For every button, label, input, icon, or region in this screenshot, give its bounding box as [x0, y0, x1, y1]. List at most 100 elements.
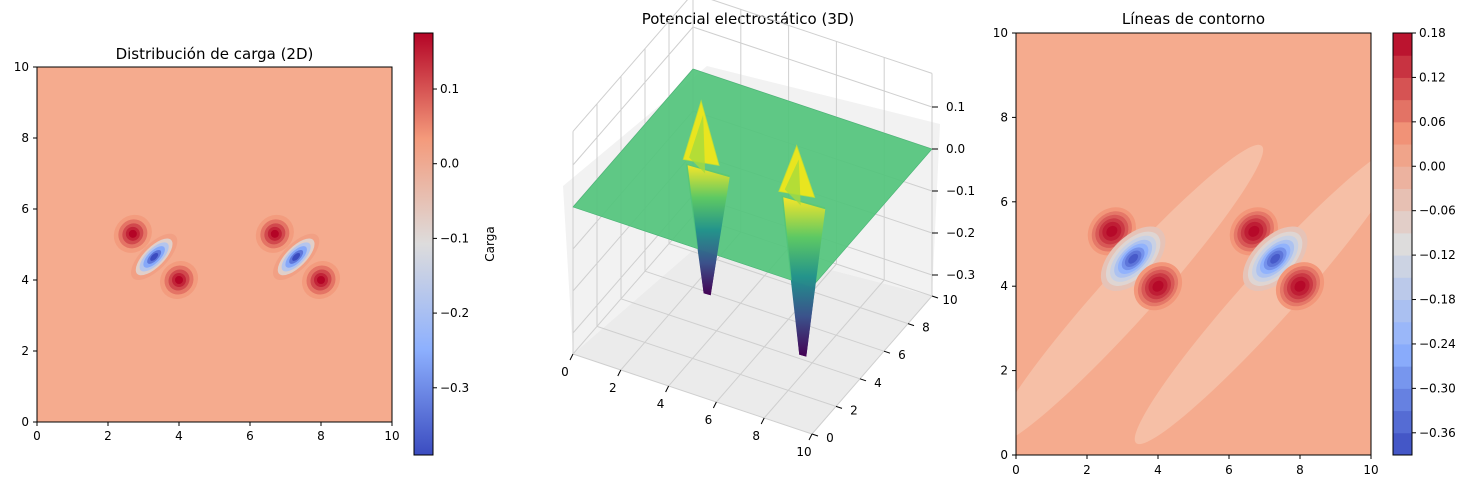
heatmap-peak: [255, 214, 294, 253]
contour-y-tick: 2: [1000, 364, 1008, 378]
colorbar-2-band: [1393, 343, 1412, 367]
heatmap-x-tick: 0: [33, 429, 41, 443]
colorbar-2-tick: 0.00: [1419, 159, 1446, 173]
colorbar-2-tick: −0.06: [1419, 204, 1456, 218]
surface-title: Potencial electrostático (3D): [642, 10, 855, 28]
colorbar-2-tick: −0.30: [1419, 381, 1456, 395]
contour-x-tick: 2: [1083, 463, 1091, 477]
contour-peak: [1087, 207, 1136, 256]
surface-y-tick: 0: [826, 431, 834, 445]
colorbar-1-tick: 0.1: [440, 82, 459, 96]
contour-y-tick: 4: [1000, 279, 1008, 293]
surface-y-tick: 10: [942, 293, 957, 307]
contour-y-tick: 0: [1000, 448, 1008, 462]
heatmap-trough: [131, 233, 178, 281]
surface-peak-shade: [689, 114, 706, 174]
colorbar-2-ticks: 0.18 0.12 0.06 0.00 −0.06 −0.12 −0.18 −0.24 −0.3…: [1412, 26, 1456, 440]
colorbar-2-band: [1393, 366, 1412, 389]
contour-y-axis: 0 2 4 6 8 10: [993, 26, 1016, 462]
contour-diagonal-band: [1016, 144, 1264, 445]
heatmap-peak: [159, 260, 199, 300]
contour-peak: [1275, 262, 1325, 311]
colorbar-2-band: [1393, 277, 1412, 301]
contour-diagonal-band: [1134, 144, 1371, 445]
contour-x-tick: 10: [1363, 463, 1378, 477]
contour-y-tick: 8: [1000, 110, 1008, 124]
surface-z-tick: −0.3: [946, 268, 975, 282]
surface-x-tick: 4: [657, 397, 665, 411]
colorbar-1-tick: −0.2: [440, 306, 469, 320]
contour-x-tick: 0: [1012, 463, 1020, 477]
contour-y-tick: 10: [993, 26, 1008, 40]
surface-x-tick: 8: [752, 429, 760, 443]
colorbar-2-tick: −0.18: [1419, 293, 1456, 307]
heatmap-background: [37, 67, 392, 422]
heatmap-features: [113, 214, 341, 300]
heatmap-x-tick: 10: [384, 429, 399, 443]
contour-frame: [1015, 32, 1372, 456]
colorbar-2-tick: −0.36: [1419, 426, 1456, 440]
heatmap-y-tick: 10: [14, 60, 29, 74]
surface-mesh: [572, 68, 933, 357]
colorbar-2-band: [1393, 77, 1412, 101]
heatmap-y-tick: 0: [21, 415, 29, 429]
colorbar-2-band: [1393, 99, 1412, 123]
colorbar-1-tick: −0.3: [440, 381, 469, 395]
colorbar-1: [414, 33, 433, 455]
colorbar-1-tick: 0.0: [440, 157, 459, 171]
colorbar-2-tick: 0.06: [1419, 115, 1446, 129]
surface-y-tick: 4: [874, 376, 882, 390]
surface-peak-shade: [784, 159, 801, 206]
heatmap-peak: [113, 214, 152, 253]
heatmap-x-tick: 8: [317, 429, 325, 443]
colorbar-1-ticks: 0.1 0.0 −0.1 −0.2 −0.3: [433, 82, 469, 395]
contour-x-tick: 8: [1296, 463, 1304, 477]
contour-trough: [1100, 226, 1166, 292]
heatmap-y-tick: 8: [21, 131, 29, 145]
heatmap-x-axis: 0 2 4 6 8 10: [33, 422, 400, 443]
colorbar-2-tick: −0.24: [1419, 337, 1456, 351]
contour-features: [1016, 144, 1371, 445]
colorbar-2-band: [1393, 432, 1412, 456]
colorbar-2-band: [1393, 321, 1412, 345]
heatmap-y-tick: 4: [21, 273, 29, 287]
heatmap-x-tick: 4: [175, 429, 183, 443]
surface-axes: 0 2 4 6 8 10 0 2 4 6 8 10 0.1 0.0 −0.1 −0.2 −0.3: [561, 100, 975, 459]
surface-z-tick: 0.0: [946, 142, 965, 156]
colorbar-2-tick: −0.12: [1419, 248, 1456, 262]
surface-y-tick: 2: [850, 403, 858, 417]
contour-y-tick: 6: [1000, 195, 1008, 209]
surface-y-tick: 6: [898, 348, 906, 362]
colorbar-2-band: [1393, 121, 1412, 145]
surface-z-tick: −0.1: [946, 184, 975, 198]
heatmap-x-tick: 6: [246, 429, 254, 443]
colorbar-2-tick: 0.12: [1419, 70, 1446, 84]
contour-x-axis: 0 2 4 6 8 10: [1012, 455, 1379, 477]
colorbar-2-band: [1393, 210, 1412, 234]
heatmap-panel: Distribución de carga (2D) 0 2 4 6 8 10 0 2 4 6 8…: [14, 32, 497, 456]
heatmap-peak: [301, 260, 341, 300]
colorbar-2: [1393, 33, 1412, 456]
surface-panel: Potencial electrostático (3D) 0 2 4 6 8 10 0 2 4…: [561, 0, 975, 459]
colorbar-2-band: [1393, 255, 1412, 278]
heatmap-trough: [273, 233, 320, 281]
heatmap-y-tick: 2: [21, 344, 29, 358]
colorbar-2-band: [1393, 188, 1412, 212]
colorbar-2-band: [1393, 232, 1412, 256]
heatmap-y-axis: 0 2 4 6 8 10: [14, 60, 37, 429]
colorbar-1-frame: [413, 32, 434, 456]
surface-x-tick: 0: [561, 365, 569, 379]
surface-floor-pane: [573, 238, 932, 434]
contour-title: Líneas de contorno: [1122, 10, 1265, 28]
contour-trough: [1242, 226, 1308, 292]
surface-x-tick: 2: [609, 381, 617, 395]
colorbar-2-band: [1393, 299, 1412, 323]
colorbar-2-band: [1393, 33, 1412, 56]
surface-x-tick: 10: [796, 445, 811, 459]
contour-x-tick: 6: [1225, 463, 1233, 477]
contour-peak: [1133, 262, 1183, 311]
surface-x-tick: 6: [705, 413, 713, 427]
colorbar-1-label: Carga: [483, 226, 497, 261]
